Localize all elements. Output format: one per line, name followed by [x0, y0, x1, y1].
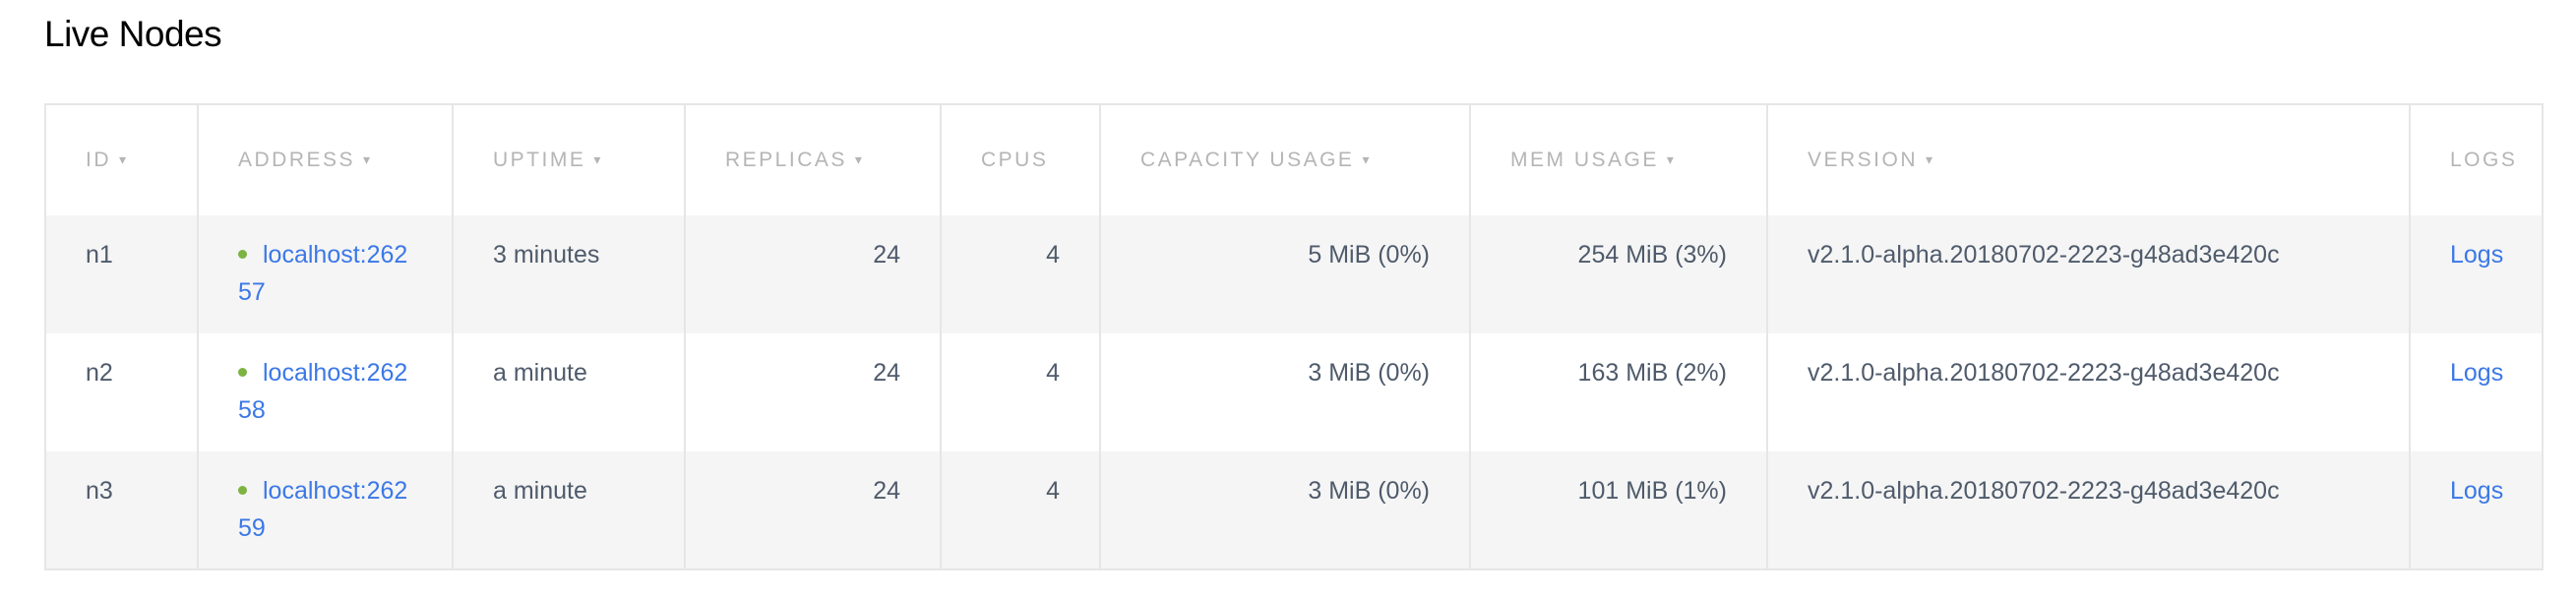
version-value: v2.1.0-alpha.20180702-2223-g48ad3e420c — [1808, 359, 2280, 387]
column-header-id[interactable]: ID ▾ — [44, 104, 199, 215]
mem-usage-cell: 254 MiB (3%) — [1469, 215, 1768, 333]
replicas-value: 24 — [873, 477, 900, 505]
capacity-usage-value: 3 MiB (0%) — [1308, 477, 1430, 505]
column-header-cpus: CPUs — [940, 104, 1101, 215]
version-cell: v2.1.0-alpha.20180702-2223-g48ad3e420c — [1766, 215, 2411, 333]
version-cell: v2.1.0-alpha.20180702-2223-g48ad3e420c — [1766, 451, 2411, 569]
uptime-value: 3 minutes — [493, 241, 600, 269]
cpus-value: 4 — [1046, 241, 1060, 269]
mem-usage-value: 163 MiB (2%) — [1577, 359, 1727, 387]
status-live-dot-icon — [238, 368, 247, 377]
sort-caret-icon[interactable]: ▾ — [1362, 151, 1370, 167]
header-row: ID ▾ Address ▾ Uptime ▾ Replicas ▾ CPUs Capacity … — [44, 104, 2544, 215]
logs-cell: Logs — [2409, 215, 2544, 333]
column-header-uptime[interactable]: Uptime ▾ — [452, 104, 686, 215]
table-row: n2 localhost:26258 a minute 24 4 3 MiB (0%) 16… — [44, 333, 2544, 451]
node-id-cell: n2 — [44, 333, 199, 451]
sort-caret-icon[interactable]: ▾ — [119, 151, 127, 167]
cpus-cell: 4 — [940, 215, 1101, 333]
table-row: n1 localhost:26257 3 minutes 24 4 5 MiB (0%) 2… — [44, 215, 2544, 333]
replicas-cell: 24 — [684, 451, 942, 569]
capacity-usage-value: 5 MiB (0%) — [1308, 241, 1430, 269]
column-header-replicas[interactable]: Replicas ▾ — [684, 104, 942, 215]
column-header-label: Logs — [2450, 149, 2518, 171]
replicas-value: 24 — [873, 241, 900, 269]
capacity-usage-cell: 3 MiB (0%) — [1099, 333, 1471, 451]
page-title: Live Nodes — [44, 14, 222, 54]
status-live-dot-icon — [238, 486, 247, 495]
cpus-value: 4 — [1046, 477, 1060, 505]
logs-link[interactable]: Logs — [2450, 477, 2504, 505]
address-cell: localhost:26259 — [197, 451, 454, 569]
replicas-value: 24 — [873, 359, 900, 387]
column-header-label: Mem Usage — [1510, 149, 1659, 171]
node-id-value: n2 — [86, 359, 113, 387]
uptime-value: a minute — [493, 477, 587, 505]
live-nodes-table: ID ▾ Address ▾ Uptime ▾ Replicas ▾ CPUs Capacity … — [44, 103, 2544, 570]
column-header-logs: Logs — [2409, 104, 2544, 215]
sort-caret-icon[interactable]: ▾ — [593, 151, 601, 167]
address-cell: localhost:26258 — [197, 333, 454, 451]
capacity-usage-cell: 3 MiB (0%) — [1099, 451, 1471, 569]
uptime-cell: a minute — [452, 451, 686, 569]
mem-usage-cell: 163 MiB (2%) — [1469, 333, 1768, 451]
column-header-label: Uptime — [493, 149, 586, 171]
mem-usage-value: 101 MiB (1%) — [1577, 477, 1727, 505]
status-live-dot-icon — [238, 250, 247, 259]
mem-usage-cell: 101 MiB (1%) — [1469, 451, 1768, 569]
logs-cell: Logs — [2409, 451, 2544, 569]
version-value: v2.1.0-alpha.20180702-2223-g48ad3e420c — [1808, 241, 2280, 269]
capacity-usage-value: 3 MiB (0%) — [1308, 359, 1430, 387]
table-row: n3 localhost:26259 a minute 24 4 3 MiB (0%) 10… — [44, 451, 2544, 569]
column-header-version[interactable]: Version ▾ — [1766, 104, 2411, 215]
node-id-cell: n1 — [44, 215, 199, 333]
cpus-cell: 4 — [940, 451, 1101, 569]
uptime-cell: a minute — [452, 333, 686, 451]
cpus-cell: 4 — [940, 333, 1101, 451]
mem-usage-value: 254 MiB (3%) — [1577, 241, 1727, 269]
column-header-address[interactable]: Address ▾ — [197, 104, 454, 215]
logs-cell: Logs — [2409, 333, 2544, 451]
sort-caret-icon[interactable]: ▾ — [363, 151, 371, 167]
version-cell: v2.1.0-alpha.20180702-2223-g48ad3e420c — [1766, 333, 2411, 451]
capacity-usage-cell: 5 MiB (0%) — [1099, 215, 1471, 333]
address-cell: localhost:26257 — [197, 215, 454, 333]
address-link[interactable]: localhost:26258 — [238, 359, 408, 424]
replicas-cell: 24 — [684, 215, 942, 333]
sort-caret-icon[interactable]: ▾ — [1666, 151, 1674, 167]
column-header-capacity-usage[interactable]: Capacity Usage ▾ — [1099, 104, 1471, 215]
logs-link[interactable]: Logs — [2450, 241, 2504, 269]
uptime-value: a minute — [493, 359, 587, 387]
address-link[interactable]: localhost:26257 — [238, 241, 408, 306]
node-id-value: n1 — [86, 241, 113, 269]
version-value: v2.1.0-alpha.20180702-2223-g48ad3e420c — [1808, 477, 2280, 505]
sort-caret-icon[interactable]: ▾ — [854, 151, 862, 167]
uptime-cell: 3 minutes — [452, 215, 686, 333]
column-header-label: CPUs — [981, 149, 1049, 171]
node-id-cell: n3 — [44, 451, 199, 569]
column-header-label: Address — [238, 149, 356, 171]
cpus-value: 4 — [1046, 359, 1060, 387]
node-id-value: n3 — [86, 477, 113, 505]
column-header-mem-usage[interactable]: Mem Usage ▾ — [1469, 104, 1768, 215]
replicas-cell: 24 — [684, 333, 942, 451]
column-header-label: Version — [1808, 149, 1919, 171]
address-link[interactable]: localhost:26259 — [238, 477, 408, 542]
column-header-label: Replicas — [725, 149, 847, 171]
column-header-label: ID — [86, 149, 111, 171]
logs-link[interactable]: Logs — [2450, 359, 2504, 387]
sort-caret-icon[interactable]: ▾ — [1926, 151, 1933, 167]
column-header-label: Capacity Usage — [1140, 149, 1355, 171]
